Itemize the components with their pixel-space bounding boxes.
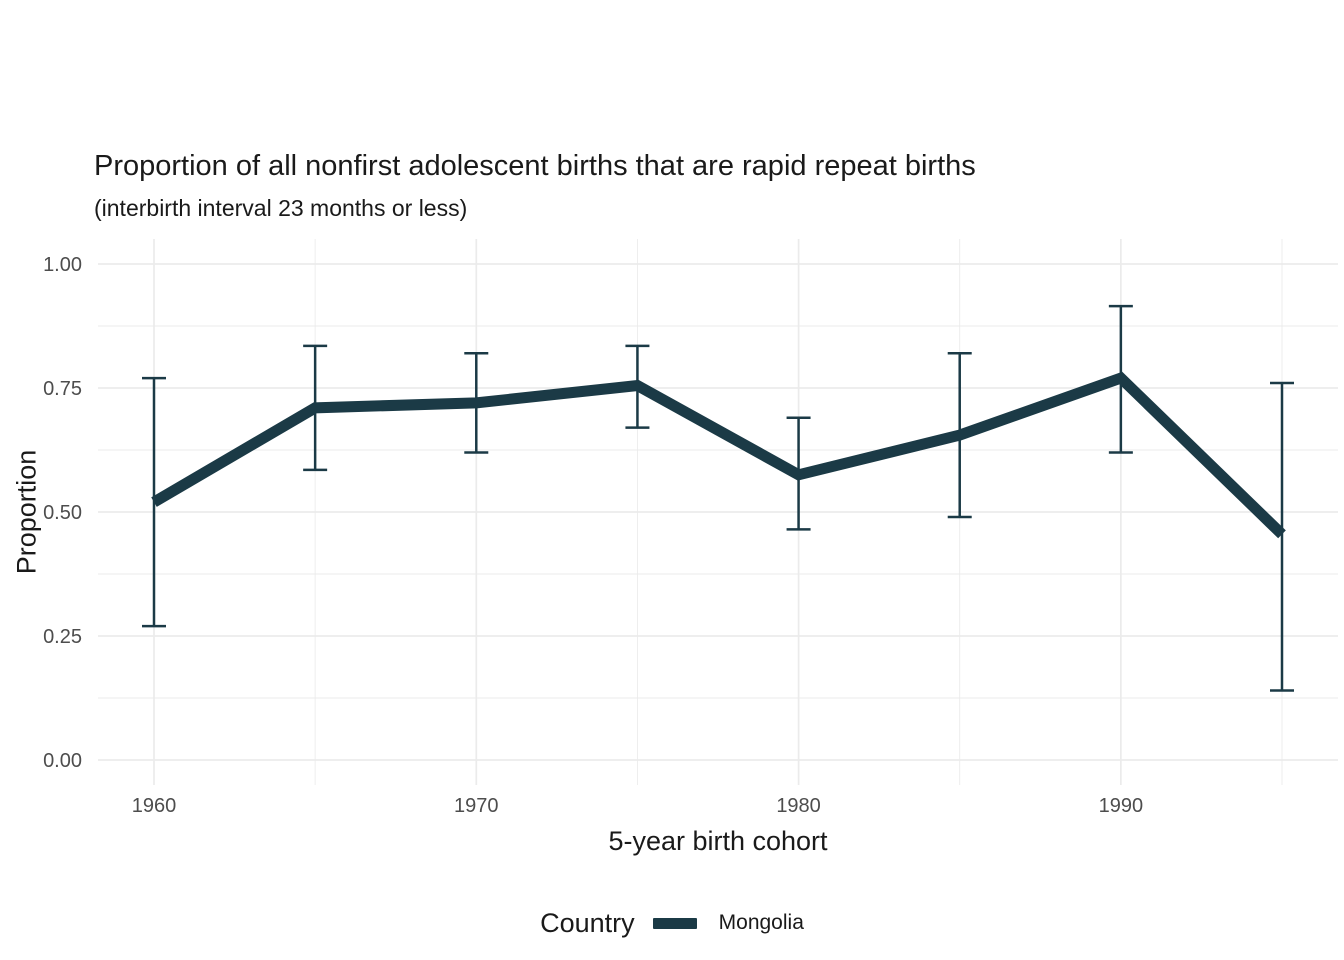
y-tick-label: 0.75	[43, 378, 82, 400]
x-tick-label: 1970	[454, 795, 499, 817]
legend: Country Mongolia	[0, 903, 1344, 943]
legend-line-swatch	[652, 917, 697, 929]
x-tick-label: 1960	[132, 795, 177, 817]
chart-title: Proportion of all nonfirst adolescent bi…	[94, 150, 976, 182]
y-tick-label: 0.50	[43, 502, 82, 524]
legend-entry-label: Mongolia	[718, 911, 804, 934]
x-tick-label: 1980	[776, 795, 821, 817]
y-tick-label: 1.00	[43, 254, 82, 276]
x-axis-title: 5-year birth cohort	[608, 826, 828, 856]
legend-title: Country	[540, 907, 635, 938]
x-tick-label: 1990	[1099, 795, 1144, 817]
y-tick-label: 0.00	[43, 750, 82, 772]
y-tick-label: 0.25	[43, 626, 82, 648]
chart-subtitle: (interbirth interval 23 months or less)	[94, 195, 468, 221]
